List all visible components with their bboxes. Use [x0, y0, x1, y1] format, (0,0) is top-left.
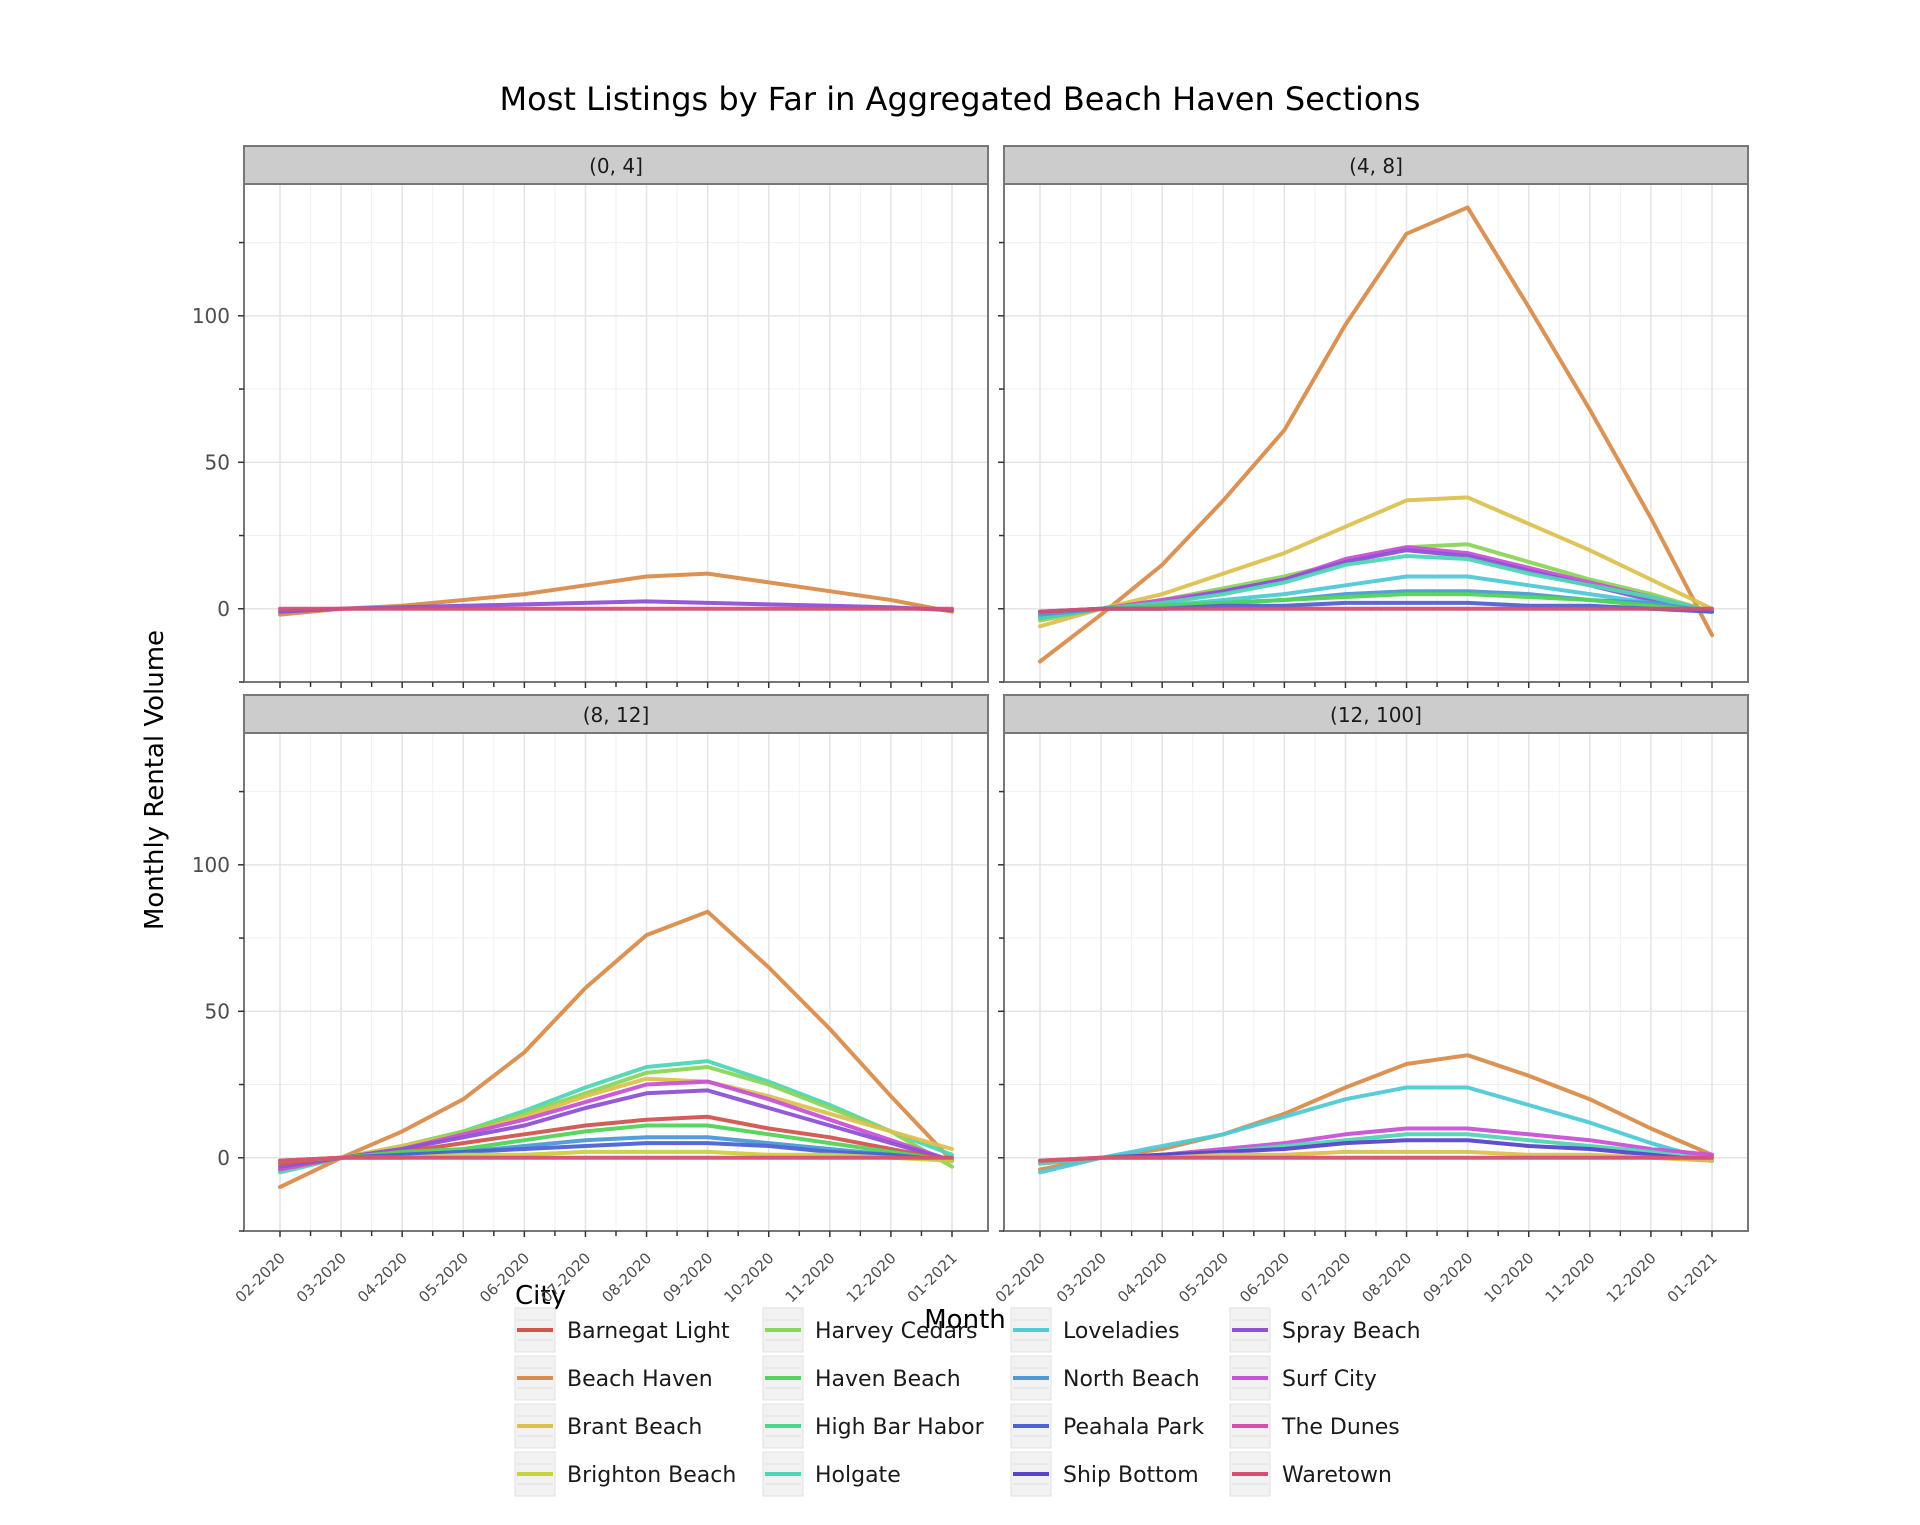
legend-label: Brighton Beach [567, 1463, 736, 1488]
series-line [278, 1088, 954, 1169]
legend-item: Spray Beach [1229, 1307, 1421, 1353]
series-line [278, 1155, 954, 1163]
y-tick-label: 50 [205, 999, 230, 1023]
series-line [1038, 1053, 1714, 1172]
legend-label: Beach Haven [567, 1367, 713, 1392]
y-tick-label: 0 [217, 597, 230, 621]
legend-item: High Bar Habor [762, 1403, 985, 1449]
series-line [1038, 554, 1714, 620]
legend-item: North Beach [1010, 1355, 1200, 1401]
legend-label: Loveladies [1063, 1319, 1180, 1344]
legend-item: Haven Beach [762, 1355, 961, 1401]
legend-title: City [515, 1281, 566, 1311]
panel-strip [1003, 694, 1749, 734]
legend-label: Waretown [1282, 1463, 1392, 1488]
series-line [278, 1141, 954, 1163]
legend-item: Harvey Cedars [762, 1307, 978, 1353]
series-line [278, 909, 954, 1190]
legend-item: The Dunes [1229, 1403, 1400, 1449]
legend-label: High Bar Habor [815, 1415, 985, 1440]
legend-item: Beach Haven [514, 1355, 713, 1401]
legend-label: Haven Beach [815, 1367, 961, 1392]
legend-label: The Dunes [1281, 1415, 1400, 1440]
legend-label: Surf City [1282, 1367, 1377, 1392]
chart-title: Most Listings by Far in Aggregated Beach… [500, 80, 1421, 118]
legend-label: Peahala Park [1063, 1415, 1204, 1440]
series-line [278, 1123, 954, 1163]
legend-label: Spray Beach [1282, 1319, 1421, 1344]
legend-item: Holgate [762, 1451, 901, 1497]
series-line [1038, 545, 1714, 620]
series-line [1038, 606, 1714, 614]
legend-label: Harvey Cedars [815, 1319, 978, 1344]
legend-label: Holgate [815, 1463, 901, 1488]
series-line [1038, 1085, 1714, 1175]
panel-strip [243, 145, 989, 185]
panel-strip [1003, 145, 1749, 185]
panel-strip-label: (8, 12] [583, 703, 650, 727]
legend-item: Waretown [1229, 1451, 1392, 1497]
legend-item: Barnegat Light [514, 1307, 730, 1353]
y-tick-label: 100 [192, 304, 230, 328]
legend-label: North Beach [1063, 1367, 1200, 1392]
series-line [1038, 495, 1714, 629]
series-line [278, 1076, 954, 1172]
legend-item: Ship Bottom [1010, 1451, 1199, 1497]
legend-item: Surf City [1229, 1355, 1377, 1401]
legend-label: Barnegat Light [567, 1319, 730, 1344]
series-line [1038, 205, 1714, 664]
y-tick-label: 50 [205, 450, 230, 474]
panel: (12, 100]02-2020 03-2020 04-2020 05-2020 06-… [992, 694, 1749, 1306]
panel-strip-label: (4, 8] [1349, 154, 1403, 178]
legend-item: Brant Beach [514, 1403, 702, 1449]
legend: Barnegat Light Beach Haven Brant Beach Brig… [514, 1307, 1421, 1497]
y-tick-label: 100 [192, 853, 230, 877]
y-tick-label: 0 [217, 1146, 230, 1170]
legend-label: Brant Beach [567, 1415, 702, 1440]
series-line [1038, 1138, 1714, 1163]
legend-item: Loveladies [1010, 1307, 1180, 1353]
series-line [1038, 1155, 1714, 1163]
series-line [1038, 592, 1714, 614]
x-axis-label: Month [924, 1305, 1006, 1335]
y-axis-label: Monthly Rental Volume [140, 630, 170, 930]
panel-strip-label: (12, 100] [1330, 703, 1422, 727]
panel: (0, 4] 0 50 100 [192, 145, 989, 688]
panel: (4, 8] [998, 145, 1749, 688]
legend-item: Brighton Beach [514, 1451, 736, 1497]
legend-label: Ship Bottom [1063, 1463, 1199, 1488]
legend-item: Peahala Park [1010, 1403, 1204, 1449]
panel-strip-label: (0, 4] [589, 154, 643, 178]
